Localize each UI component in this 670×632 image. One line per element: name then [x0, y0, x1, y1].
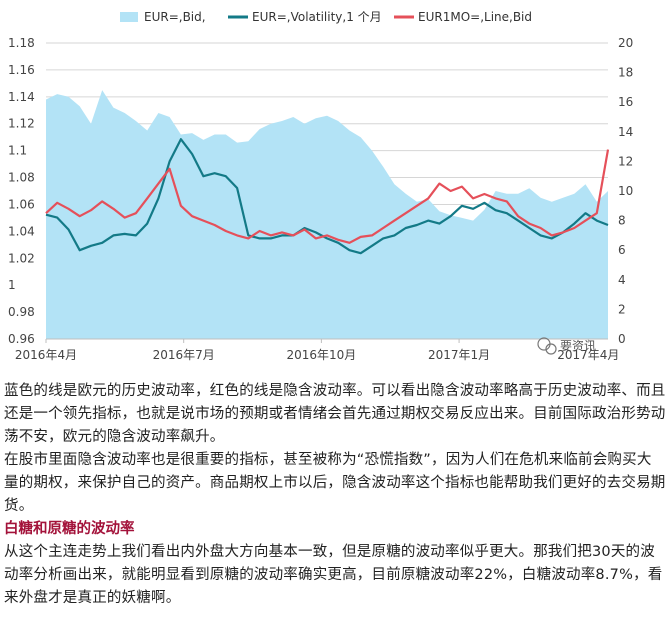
y-right-tick-label: 4	[618, 273, 626, 287]
y-left-tick-label: 1.06	[8, 197, 35, 211]
paragraph-volatility-explanation: 蓝色的线是欧元的历史波动率，红色的线是隐含波动率。可以看出隐含波动率略高于历史波…	[4, 383, 666, 445]
y-left-tick-label: 1.02	[8, 251, 35, 265]
area-eur-bid	[46, 90, 608, 339]
y-left-tick-label: 1.16	[8, 63, 35, 77]
y-left-tick-label: 1.1	[8, 144, 27, 158]
axes: 1.18 1.16 1.14 1.12 1.1 1.08 1.06 1.04 1.02 1 0.98…	[8, 36, 633, 362]
y-left-tick-label: 1.08	[8, 171, 35, 185]
chart-svg: 1.18 1.16 1.14 1.12 1.1 1.08 1.06 1.04 1.02 1 0.98…	[8, 10, 633, 362]
wechat-icon	[537, 337, 551, 351]
y-right-tick-label: 8	[618, 214, 626, 228]
line-series	[45, 138, 610, 255]
y-right-tick-label: 14	[618, 125, 633, 139]
line-implied-volatility	[45, 149, 610, 244]
y-left-tick-label: 1.12	[8, 117, 35, 131]
watermark: 要资讯	[537, 337, 596, 355]
y-right-tick-label: 6	[618, 243, 626, 257]
y-left-tick-label: 1.18	[8, 36, 35, 50]
wechat-icon-bubble	[545, 343, 557, 355]
y-left-tick-label: 0.96	[8, 332, 35, 346]
x-tick-label: 2016年7月	[153, 348, 215, 362]
watermark-label: 要资讯	[560, 339, 596, 353]
x-tick-label: 2017年4月	[557, 348, 619, 362]
line-historical-volatility	[45, 138, 609, 255]
y-right-tick-label: 16	[618, 95, 633, 109]
x-tick-label: 2016年10月	[286, 348, 356, 362]
y-left-tick-label: 1.14	[8, 90, 35, 104]
chart: 1.18 1.16 1.14 1.12 1.1 1.08 1.06 1.04 1.02 1 0.98…	[8, 10, 633, 362]
paragraph-implied-volatility: 在股市里面隐含波动率也是很重要的指标，甚至被称为“恐慌指数”，因为人们在危机来临…	[4, 452, 666, 514]
article: 蓝色的线是欧元的历史波动率，红色的线是隐含波动率。可以看出隐含波动率略高于历史波…	[4, 380, 666, 610]
y-left-tick-label: 1.04	[8, 224, 35, 238]
section-heading: 白糖和原糖的波动率	[4, 521, 135, 537]
y-right-tick-label: 10	[618, 184, 633, 198]
y-right-tick-label: 12	[618, 154, 633, 168]
legend-label: EUR=,Volatility,1 个月	[252, 10, 382, 24]
area-series	[46, 90, 608, 339]
y-right-tick-label: 20	[618, 36, 633, 50]
y-right-tick-label: 18	[618, 66, 633, 80]
legend-label: EUR1MO=,Line,Bid	[418, 10, 532, 24]
x-tick-label: 2016年4月	[15, 348, 77, 362]
legend: EUR=,Bid, EUR=,Volatility,1 个月 EUR1MO=,Lin…	[120, 10, 532, 24]
legend-label: EUR=,Bid,	[144, 10, 206, 24]
x-tick-label: 2017年1月	[428, 348, 490, 362]
y-left-tick-label: 0.98	[8, 305, 35, 319]
y-right-tick-label: 2	[618, 302, 626, 316]
y-right-tick-label: 0	[618, 332, 626, 346]
paragraph-sugar-volatility: 从这个主连走势上我们看出内外盘大方向基本一致，但是原糖的波动率似乎更大。那我们把…	[4, 544, 663, 606]
y-left-tick-label: 1	[8, 278, 16, 292]
legend-swatch-area	[120, 12, 138, 22]
